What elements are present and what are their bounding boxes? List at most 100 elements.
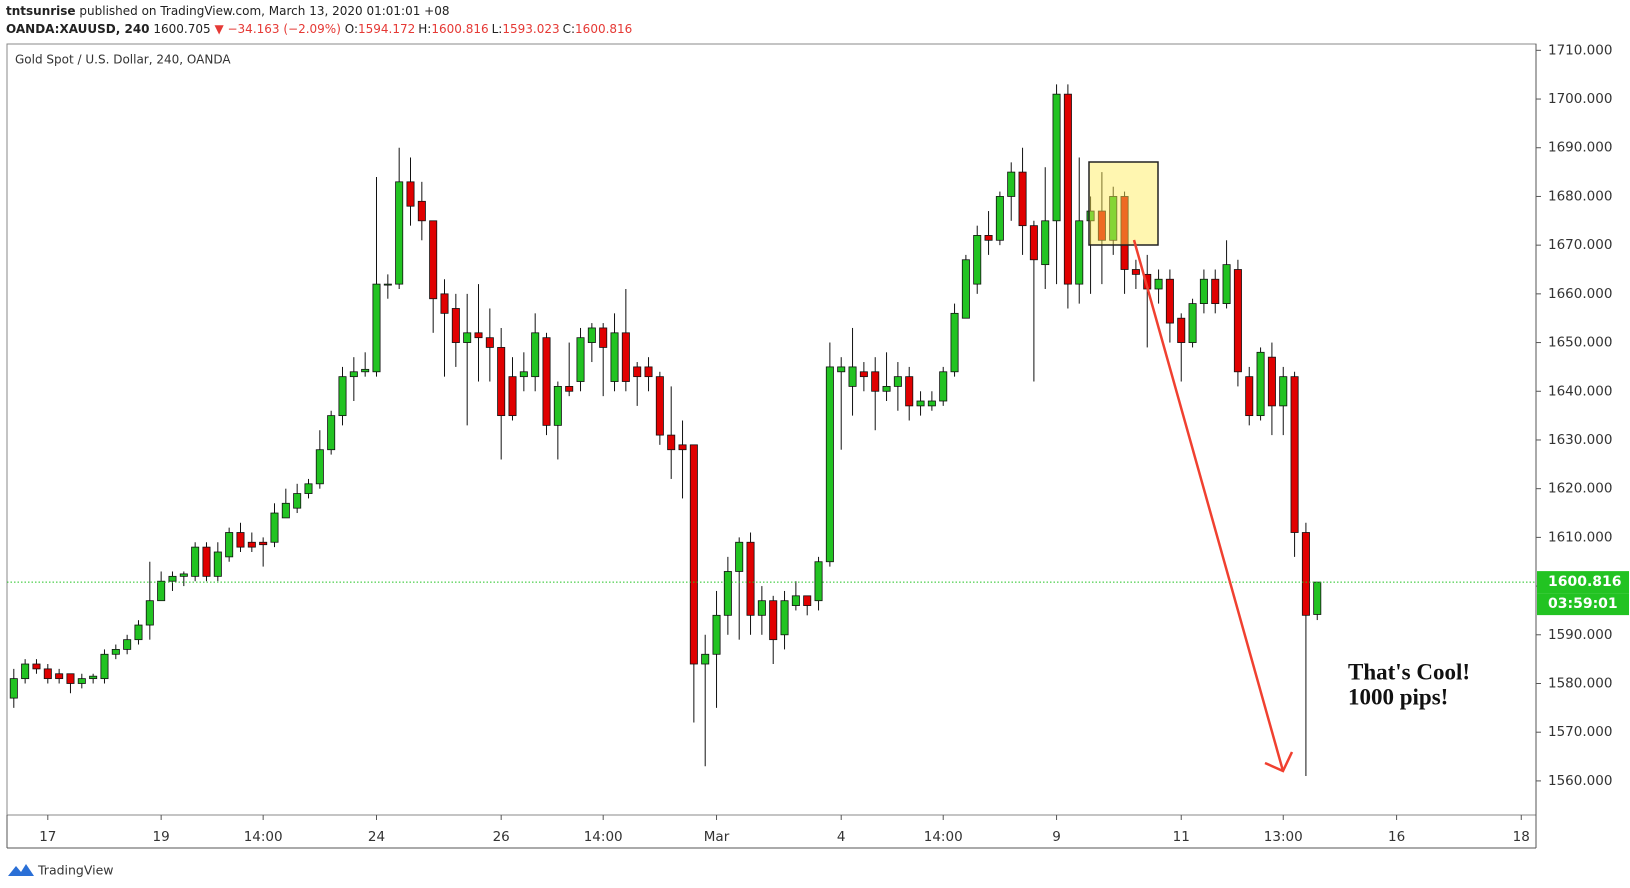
candle-body [995, 196, 1004, 241]
candle-body [236, 532, 245, 548]
candle-body [825, 366, 834, 563]
candle-body [644, 366, 653, 378]
candle-body [712, 614, 721, 655]
candle-body [678, 444, 687, 451]
candle-body [1301, 532, 1310, 616]
x-tick-label: 18 [1513, 829, 1530, 845]
candle-body [315, 449, 324, 485]
candle-body [349, 371, 358, 378]
y-tick-label: 1690.000 [1548, 140, 1612, 156]
arrow [1132, 239, 1294, 773]
candle-body [32, 663, 41, 670]
candle-body [848, 366, 857, 387]
candle-body [599, 327, 608, 348]
x-tick-label: 14:00 [924, 829, 963, 845]
candle-body [519, 371, 528, 378]
candle-body [485, 337, 494, 348]
candle-body [293, 493, 302, 509]
candle-body [1188, 303, 1197, 343]
candle-body [1063, 93, 1072, 285]
x-tick-label: 14:00 [244, 829, 283, 845]
arrow-shaft [1132, 239, 1285, 772]
candle-body [361, 368, 370, 373]
candle-body [1233, 269, 1242, 373]
candle-body [1245, 376, 1254, 417]
y-tick-label: 1680.000 [1548, 188, 1612, 204]
candle-body [542, 337, 551, 426]
candle-body [565, 385, 574, 392]
candle-body [916, 400, 925, 407]
candle-body [451, 308, 460, 343]
candle-body [338, 376, 347, 417]
candle-body [1279, 376, 1288, 407]
candle-body [1222, 264, 1231, 304]
candle-body [780, 600, 789, 636]
y-tick-label: 1610.000 [1548, 529, 1612, 545]
candle-body [1290, 376, 1299, 533]
candle-body [1075, 220, 1084, 285]
candle-body [43, 668, 52, 680]
candle-body [417, 200, 426, 222]
candle-body [9, 678, 18, 699]
candle-body [939, 371, 948, 402]
candle-body [304, 483, 313, 494]
candle-body [950, 312, 959, 373]
candle-body [587, 327, 596, 343]
candle-body [157, 580, 166, 602]
candle-body [893, 376, 902, 387]
candle-body [984, 235, 993, 241]
candle-body [859, 371, 868, 378]
candle-body [66, 673, 75, 684]
candle-body [1029, 225, 1038, 261]
y-tick-label: 1630.000 [1548, 432, 1612, 448]
candle-body [281, 502, 290, 519]
candle-body [667, 434, 676, 451]
candle-body [100, 653, 109, 680]
candle-body [553, 385, 562, 426]
footer-logo[interactable]: TradingView [8, 863, 114, 878]
x-tick-label: 4 [837, 829, 846, 845]
ohlc-key: O: [344, 22, 359, 36]
candle-body [1177, 317, 1186, 343]
y-tick-label: 1590.000 [1548, 627, 1612, 643]
ohlc-key: C: [562, 22, 576, 36]
y-tick-label: 1620.000 [1548, 481, 1612, 497]
candle-body [111, 649, 120, 655]
ohlc: O:1594.172 H:1600.816 L:1593.023 C:1600.816 [345, 22, 636, 36]
candle-body [746, 541, 755, 616]
candle-body [1041, 220, 1050, 266]
candle-body [1165, 278, 1174, 324]
x-tick-label: 17 [39, 829, 56, 845]
candle-body [1018, 171, 1027, 227]
candle-body [1313, 581, 1322, 615]
candle-body [1199, 278, 1208, 304]
x-tick-label: 24 [368, 829, 385, 845]
candle-body [202, 546, 211, 577]
y-tick-label: 1650.000 [1548, 335, 1612, 351]
candle-body [882, 385, 891, 392]
x-tick-label: 14:00 [584, 829, 623, 845]
y-tick-label: 1710.000 [1548, 42, 1612, 58]
y-tick-label: 1700.000 [1548, 91, 1612, 107]
candle-body [905, 376, 914, 407]
candle-body [961, 259, 970, 319]
ohlc-key: H: [418, 22, 432, 36]
candle-body [1007, 171, 1016, 197]
x-tick-label: 19 [153, 829, 170, 845]
candle-body [814, 561, 823, 602]
candle-body [168, 575, 177, 582]
candle-body [89, 675, 98, 680]
candle-body [440, 293, 449, 314]
candle-body [1120, 196, 1129, 270]
candle-body [406, 181, 415, 207]
author[interactable]: tntsunrise [6, 4, 76, 18]
candle-body [701, 653, 710, 665]
candle-body [134, 624, 143, 641]
last-price: 1600.705 [153, 22, 211, 36]
arrow-head [1264, 751, 1294, 773]
plot-frame [6, 43, 1537, 816]
y-tick-label: 1670.000 [1548, 237, 1612, 253]
x-tick-label: 13:00 [1264, 829, 1303, 845]
candle-body [179, 573, 188, 577]
